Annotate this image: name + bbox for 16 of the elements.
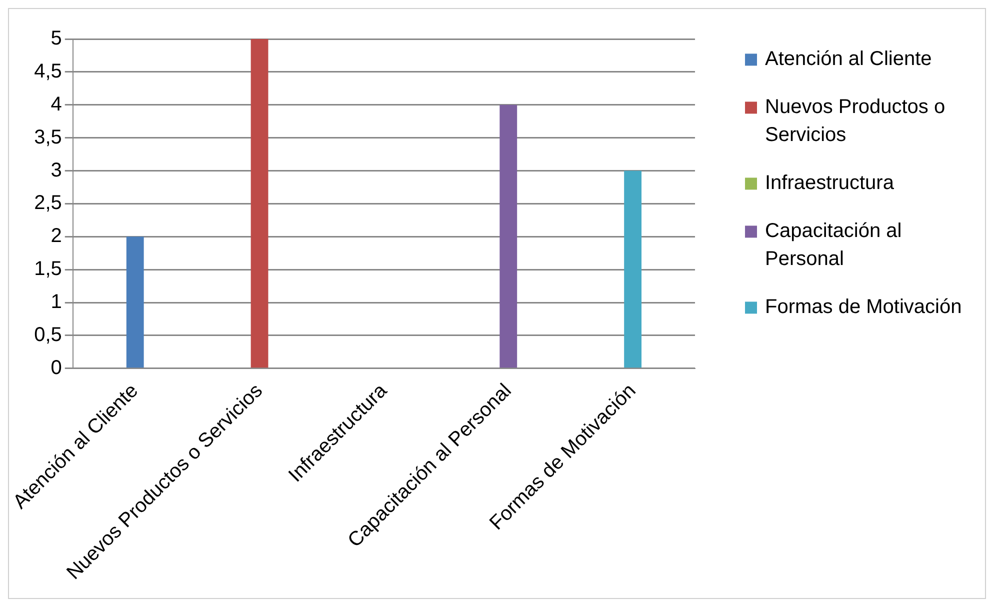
y-tick-label: 5: [50, 28, 62, 50]
legend-label: Nuevos Productos o Servicios: [765, 96, 946, 146]
y-tick-label: 1,5: [34, 258, 62, 280]
y-tick-label: 1: [50, 291, 62, 314]
y-tick-label: 3: [50, 159, 62, 182]
y-tick-label: 4: [50, 93, 62, 116]
legend-label: Atención al Cliente: [765, 48, 932, 70]
legend-label: Capacitación al Personal: [765, 220, 902, 270]
y-tick-label: 2,5: [34, 192, 62, 214]
y-tick-label: 0: [50, 356, 62, 379]
y-tick-label: 4,5: [34, 60, 62, 82]
legend-label: Formas de Motivación: [765, 296, 962, 318]
y-tick-label: 3,5: [34, 126, 62, 148]
y-tick-label: 2: [50, 225, 62, 248]
y-tick-label: 0,5: [34, 324, 62, 346]
legend-label: Infraestructura: [765, 172, 895, 194]
